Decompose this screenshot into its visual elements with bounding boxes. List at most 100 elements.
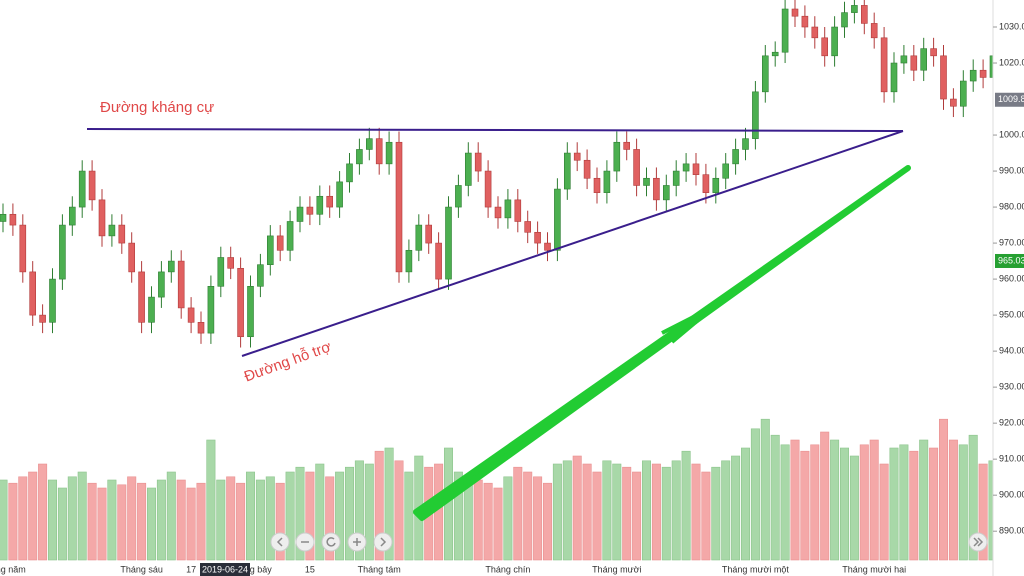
volume-bar bbox=[968, 434, 978, 561]
candle-body bbox=[9, 213, 17, 226]
volume-bar bbox=[434, 463, 444, 561]
volume-bar bbox=[503, 476, 513, 561]
candle-body bbox=[98, 199, 106, 237]
candle-body bbox=[177, 260, 185, 309]
volume-bar bbox=[404, 471, 414, 561]
candle-body bbox=[831, 26, 838, 57]
volume-bar bbox=[948, 439, 958, 561]
volume-bar bbox=[166, 471, 176, 561]
green-arrow bbox=[413, 165, 911, 521]
candle-body bbox=[128, 242, 135, 273]
volume-bar bbox=[483, 482, 493, 561]
candle-body bbox=[950, 98, 957, 107]
support-line bbox=[241, 130, 904, 357]
candle-body bbox=[0, 213, 7, 222]
candle-body bbox=[880, 37, 888, 93]
volume-bar bbox=[493, 487, 503, 561]
volume-bar bbox=[552, 463, 562, 561]
candle-body bbox=[395, 141, 403, 273]
candle-body bbox=[375, 138, 383, 165]
volume-bar bbox=[681, 450, 691, 561]
candle-body bbox=[257, 264, 264, 287]
volume-bar bbox=[364, 463, 374, 561]
volume-bar bbox=[770, 434, 780, 561]
volume-bar bbox=[87, 482, 97, 561]
candle-body bbox=[722, 163, 730, 179]
candle-body bbox=[969, 69, 977, 82]
resistance-line bbox=[86, 128, 904, 132]
candle-layer bbox=[0, 0, 993, 348]
y-tick-label: 1000.0 bbox=[999, 129, 1024, 139]
volume-bar bbox=[592, 471, 602, 561]
candle-body bbox=[118, 224, 126, 244]
x-tick-label: Tháng bảy bbox=[229, 564, 272, 574]
volume-bar bbox=[473, 479, 483, 561]
candle-body bbox=[108, 224, 116, 237]
volume-bar bbox=[47, 479, 57, 561]
volume-bar bbox=[691, 463, 701, 561]
candle-body bbox=[19, 224, 27, 273]
volume-bar bbox=[275, 482, 285, 561]
volume-bar bbox=[721, 460, 731, 561]
candle-body bbox=[276, 235, 284, 251]
candle-body bbox=[524, 221, 532, 233]
candle-body bbox=[712, 177, 720, 193]
volume-bar bbox=[28, 471, 38, 561]
candle-body bbox=[217, 257, 225, 287]
candle-body bbox=[78, 170, 86, 208]
crosshair-date: 2019-06-24 bbox=[202, 564, 248, 574]
volume-bar bbox=[285, 471, 295, 561]
candle-body bbox=[702, 174, 710, 193]
y-tick-label: 920.00 bbox=[999, 418, 1024, 428]
volume-bar bbox=[206, 439, 216, 561]
candle-body bbox=[732, 149, 739, 165]
volume-bar bbox=[830, 439, 840, 561]
y-tick-label: 900.00 bbox=[999, 490, 1024, 500]
volume-bar bbox=[820, 431, 830, 561]
volume-bar bbox=[374, 450, 384, 561]
volume-bar bbox=[879, 463, 889, 561]
volume-bar bbox=[533, 476, 543, 561]
candle-body bbox=[306, 206, 314, 215]
candle-body bbox=[39, 314, 46, 323]
volume-bar bbox=[622, 466, 632, 561]
x-tick-label: 17 bbox=[186, 564, 196, 574]
reset-button[interactable] bbox=[321, 532, 341, 552]
volume-bar bbox=[632, 471, 642, 561]
x-tick-label: Tháng mười một bbox=[722, 564, 789, 574]
volume-bar bbox=[919, 439, 929, 561]
y-tick-label: 970.00 bbox=[999, 237, 1024, 247]
candle-body bbox=[59, 224, 66, 280]
volume-bar bbox=[562, 460, 572, 561]
volume-bar bbox=[780, 444, 790, 561]
volume-bar bbox=[384, 447, 394, 561]
candle-body bbox=[464, 152, 472, 186]
candle-body bbox=[227, 257, 234, 269]
volume-bar bbox=[671, 460, 681, 561]
candle-body bbox=[920, 48, 928, 71]
y-tick-label: 990.00 bbox=[999, 165, 1024, 175]
volume-bar bbox=[582, 463, 592, 561]
volume-bar bbox=[889, 447, 899, 561]
volume-bar bbox=[57, 487, 67, 561]
y-tick-label: 960.00 bbox=[999, 273, 1024, 283]
volume-bar bbox=[196, 482, 206, 561]
volume-bar bbox=[255, 479, 265, 561]
candle-body bbox=[88, 170, 96, 201]
price-tag-label: 1009.8 bbox=[998, 94, 1024, 104]
candle-body bbox=[752, 91, 759, 139]
candle-body bbox=[801, 15, 809, 28]
volume-bar bbox=[354, 460, 364, 561]
volume-bar bbox=[701, 471, 711, 561]
candle-body bbox=[613, 141, 621, 172]
candle-body bbox=[781, 8, 789, 53]
candle-body bbox=[385, 141, 393, 165]
candle-body bbox=[554, 188, 561, 251]
volume-bar bbox=[236, 482, 246, 561]
volume-bar bbox=[137, 482, 147, 561]
x-tick-label: Tháng chín bbox=[485, 564, 530, 574]
scroll-left-button[interactable] bbox=[270, 532, 290, 552]
scroll-right-button[interactable] bbox=[373, 532, 393, 552]
candle-body bbox=[455, 185, 462, 208]
